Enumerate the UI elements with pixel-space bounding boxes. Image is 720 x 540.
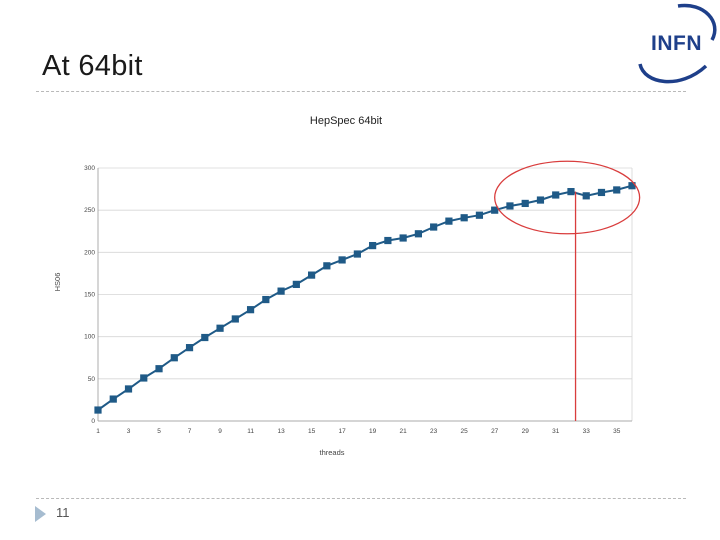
data-point [231, 315, 239, 323]
data-point [170, 354, 178, 362]
data-point [338, 256, 346, 264]
data-point [445, 217, 453, 225]
infn-logo-swoosh [638, 3, 717, 84]
x-tick-label: 19 [369, 428, 377, 435]
x-tick-label: 11 [247, 428, 254, 435]
y-tick-label: 200 [84, 249, 95, 256]
data-point [201, 333, 209, 342]
x-tick-label: 35 [613, 428, 621, 435]
footer-bullet-icon [35, 506, 46, 522]
data-point [384, 236, 392, 245]
x-tick-label: 17 [338, 428, 346, 435]
data-point [277, 287, 285, 295]
y-tick-label: 150 [84, 292, 95, 299]
data-point [353, 250, 361, 258]
data-point [536, 196, 545, 204]
y-tick-label: 50 [88, 376, 96, 383]
series-line [97, 184, 633, 411]
x-tick-label: 7 [188, 428, 192, 435]
y-tick-label: 300 [84, 165, 95, 172]
data-point [506, 202, 514, 210]
data-point [246, 306, 255, 314]
x-axis-label: threads [319, 448, 344, 457]
x-tick-label: 33 [583, 428, 591, 435]
data-point [94, 406, 102, 414]
x-tick-label: 15 [308, 428, 316, 435]
y-axis-label: HS06 [53, 273, 62, 292]
data-point [185, 344, 194, 352]
y-tick-label: 0 [91, 418, 95, 425]
data-point [552, 191, 560, 199]
highlight-ellipse [494, 160, 641, 235]
x-tick-label: 29 [522, 428, 530, 435]
x-tick-label: 25 [461, 428, 469, 435]
series-points [94, 182, 636, 414]
x-tick-label: 31 [552, 428, 560, 435]
data-point [491, 206, 499, 214]
data-point [323, 262, 331, 270]
x-tick-label: 27 [491, 428, 499, 435]
data-point [628, 182, 636, 190]
infn-logo-text: INFN [651, 32, 702, 55]
data-point [521, 199, 529, 208]
data-point [414, 230, 422, 238]
slide-number: 11 [56, 505, 70, 520]
y-tick-label: 100 [84, 334, 95, 341]
data-point [124, 385, 133, 393]
data-point [262, 295, 270, 304]
data-point [567, 188, 575, 196]
data-point [460, 214, 468, 222]
data-point [613, 186, 621, 194]
x-tick-label: 13 [277, 428, 285, 435]
data-point [582, 192, 590, 200]
data-point [475, 211, 484, 219]
x-tick-labels: 1 3 5 7 9 11 13 15 17 19 21 23 25 27 29 31 33 35 [96, 428, 621, 435]
slide-title: At 64bit [42, 50, 143, 82]
x-tick-label: 5 [157, 428, 161, 435]
data-point [216, 324, 224, 332]
x-tick-label: 21 [400, 428, 408, 435]
data-point [430, 223, 438, 231]
title-divider [36, 91, 686, 92]
data-point [369, 241, 377, 250]
chart-axes [97, 168, 632, 422]
data-point [292, 280, 300, 288]
x-tick-label: 9 [218, 428, 222, 435]
y-tick-label: 250 [84, 207, 95, 214]
data-point [155, 365, 163, 373]
data-point [140, 374, 148, 382]
x-tick-label: 1 [96, 428, 100, 435]
data-point [308, 271, 316, 279]
footer-divider [36, 498, 686, 499]
chart-gridlines [98, 167, 633, 422]
data-point [109, 395, 117, 403]
data-point [597, 188, 606, 197]
y-tick-labels: 0 50 100 150 200 250 300 [84, 165, 95, 425]
x-tick-label: 23 [430, 428, 438, 435]
data-point [399, 234, 407, 242]
x-tick-label: 3 [127, 428, 131, 435]
chart-title: HepSpec 64bit [310, 115, 382, 127]
